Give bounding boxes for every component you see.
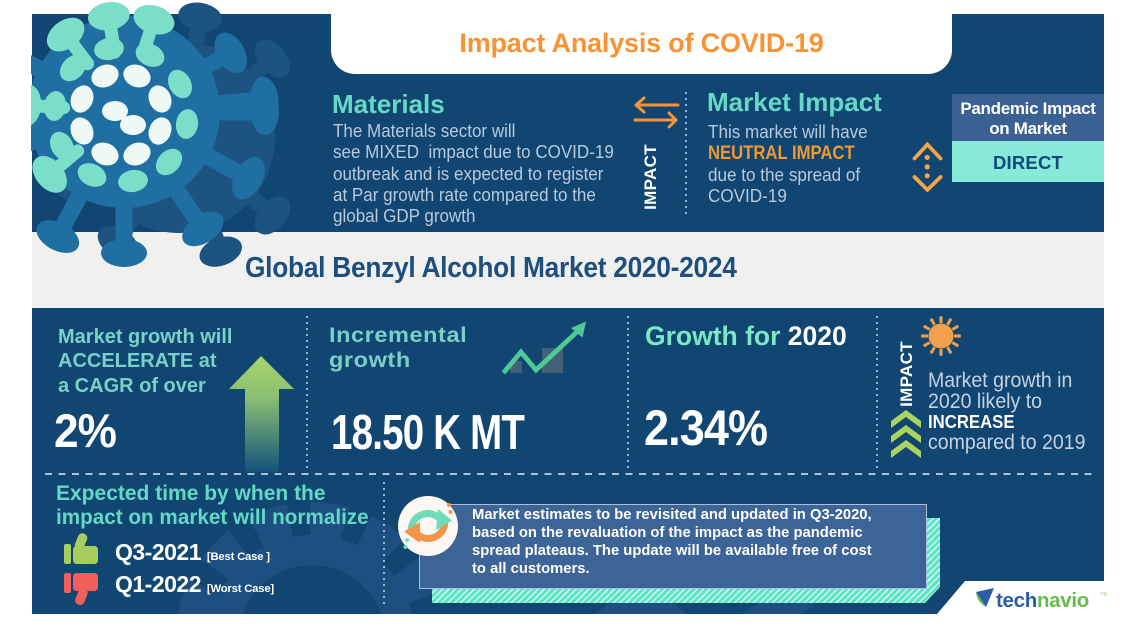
svg-text:TM: TM — [1100, 592, 1107, 598]
svg-text:technavio: technavio — [996, 589, 1089, 612]
